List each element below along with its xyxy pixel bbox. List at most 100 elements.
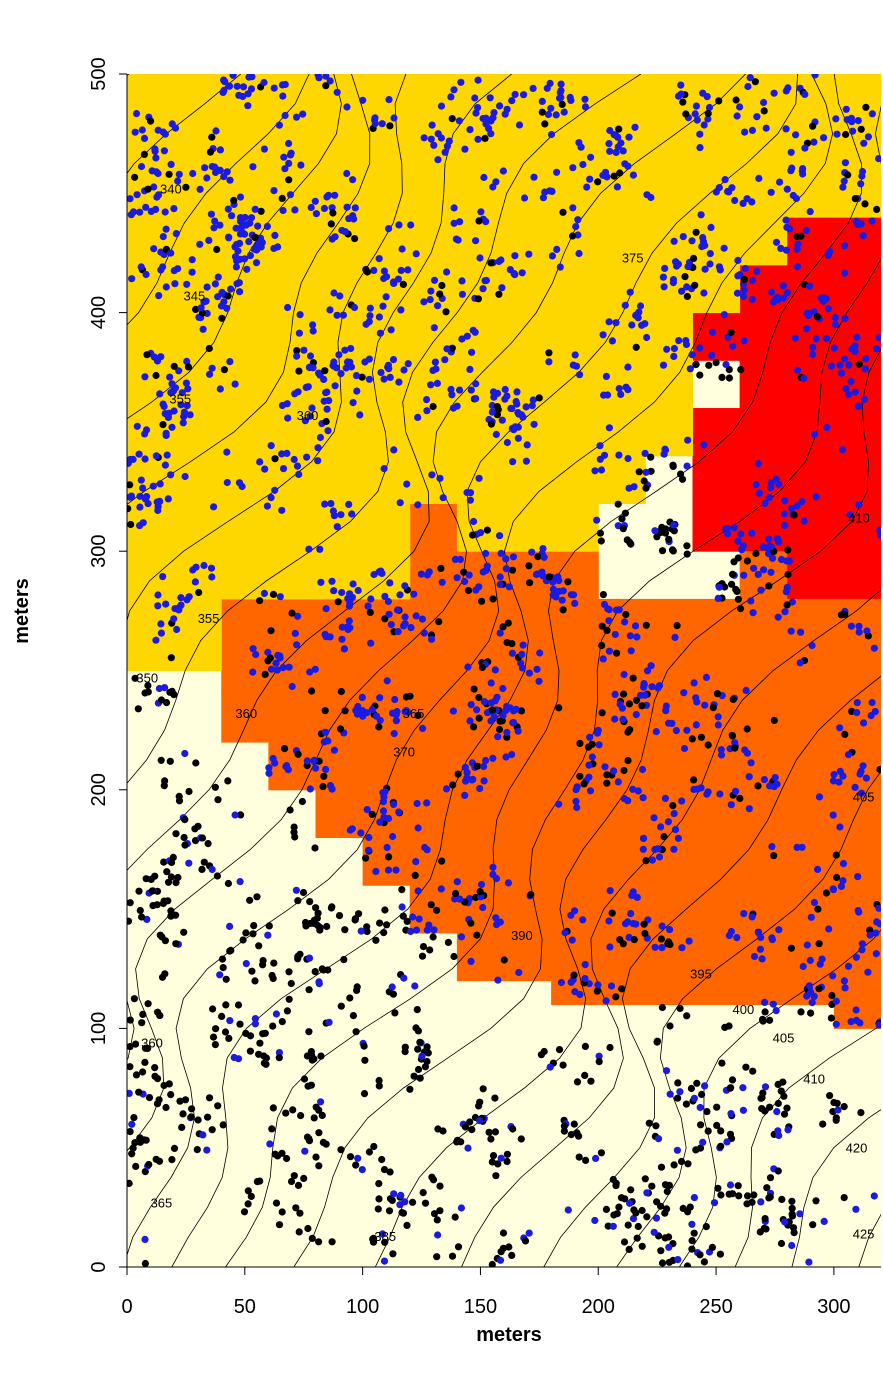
tree-point: [665, 1233, 673, 1241]
tree-point: [259, 957, 267, 965]
tree-point: [130, 1114, 138, 1122]
tree-point: [503, 728, 511, 737]
tree-point: [788, 504, 796, 512]
tree-point: [365, 318, 373, 326]
tree-point: [555, 704, 563, 712]
tree-point: [826, 1092, 834, 1100]
tree-point: [647, 453, 655, 461]
tree-point: [246, 896, 254, 904]
tree-point: [544, 110, 553, 119]
tree-point: [616, 936, 624, 944]
tree-point: [468, 1126, 476, 1134]
tree-point: [643, 667, 652, 675]
tree-point: [704, 109, 712, 117]
tree-point: [349, 212, 357, 220]
tree-point: [214, 273, 222, 281]
tree-point: [693, 1079, 701, 1087]
tree-point: [673, 1146, 682, 1154]
tree-point: [593, 987, 601, 995]
tree-point: [127, 1128, 134, 1136]
tree-point: [497, 549, 505, 558]
tree-point: [170, 615, 178, 623]
tree-point: [678, 944, 686, 952]
tree-point: [450, 204, 458, 212]
tree-point: [780, 510, 789, 518]
tree-point: [289, 1106, 297, 1114]
tree-point: [456, 555, 464, 564]
tree-point: [181, 1096, 190, 1104]
tree-point: [149, 902, 157, 910]
tree-point: [352, 372, 360, 380]
tree-point: [278, 506, 286, 514]
tree-point: [170, 362, 178, 370]
tree-point: [525, 250, 533, 258]
tree-point: [630, 936, 638, 944]
tree-point: [263, 222, 271, 230]
tree-point: [200, 858, 208, 866]
tree-point: [621, 301, 629, 309]
tree-point: [820, 294, 828, 302]
tree-point: [810, 138, 818, 146]
tree-point: [579, 160, 587, 169]
tree-point: [375, 1195, 383, 1203]
tree-point: [703, 790, 711, 798]
tree-point: [186, 411, 194, 419]
tree-point: [127, 493, 134, 501]
tree-point: [793, 502, 801, 510]
tree-point: [210, 503, 218, 511]
tree-point: [823, 335, 831, 343]
tree-point: [386, 579, 394, 587]
tree-point: [482, 276, 490, 285]
tree-point: [517, 659, 525, 667]
tree-point: [611, 690, 619, 699]
tree-point: [765, 493, 773, 502]
tree-point: [236, 193, 245, 201]
tree-point: [475, 583, 483, 591]
tree-point: [133, 422, 141, 430]
tree-point: [670, 344, 679, 353]
tree-point: [528, 402, 536, 410]
tree-point: [295, 329, 303, 337]
tree-point: [780, 1110, 789, 1118]
tree-point: [293, 641, 301, 649]
tree-point: [569, 361, 577, 369]
tree-point: [692, 721, 700, 729]
tree-point: [306, 352, 315, 360]
tree-point: [285, 159, 293, 167]
tree-point: [343, 203, 351, 211]
contour-line: [616, 770, 881, 1267]
tree-point: [833, 1099, 841, 1107]
tree-point: [592, 1154, 600, 1162]
tree-point: [290, 455, 298, 464]
tree-point: [768, 288, 776, 296]
tree-point: [853, 333, 861, 341]
tree-point: [673, 262, 681, 270]
tree-point: [772, 1007, 780, 1015]
tree-point: [423, 407, 431, 415]
tree-point: [803, 325, 811, 333]
tree-point: [678, 287, 686, 295]
tree-point: [236, 878, 244, 886]
tree-point: [437, 885, 445, 893]
tree-point: [599, 331, 607, 339]
tree-point: [234, 247, 242, 255]
tree-point: [167, 389, 175, 397]
y-axis-title: meters: [11, 578, 33, 644]
tree-point: [761, 1008, 769, 1016]
tree-point: [168, 858, 176, 867]
tree-point: [553, 168, 561, 176]
tree-point: [386, 373, 394, 381]
tree-point: [766, 1193, 774, 1201]
tree-point: [508, 97, 516, 105]
tree-point: [144, 500, 152, 508]
tree-point: [738, 546, 746, 554]
tree-point: [652, 1214, 661, 1222]
tree-point: [538, 108, 546, 116]
tree-point: [281, 745, 289, 753]
tree-point: [552, 111, 560, 119]
tree-point: [781, 497, 789, 505]
tree-point: [467, 919, 475, 927]
tree-point: [663, 345, 671, 353]
tree-point: [603, 779, 611, 787]
tree-point: [665, 1243, 673, 1251]
